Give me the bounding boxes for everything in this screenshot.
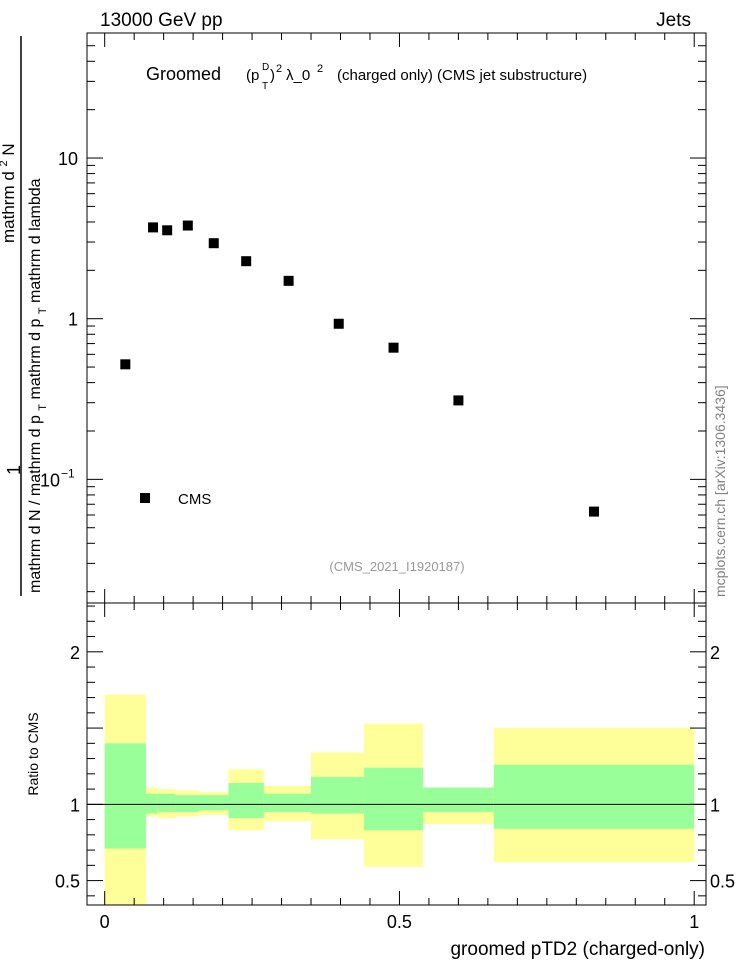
ratio-inner-band — [175, 795, 200, 812]
ylabel-num-top: mathrm d — [0, 171, 18, 243]
jets-label: Jets — [656, 10, 691, 31]
ylabel-denominator: mathrm d N / mathrm d p T mathrm d p T m… — [27, 178, 50, 593]
x-tick-label: 0 — [100, 912, 110, 932]
title-formula: (p D T ) 2 λ_0 2 — [246, 62, 323, 92]
data-point — [333, 318, 344, 329]
ylabel-den-sub2: T — [37, 307, 49, 314]
ratio-panel: 0.5 0.51 12 2 0 0.5 1 Ratio to CMS groomed pT… — [25, 602, 735, 960]
main-x-ticks — [104, 33, 695, 603]
main-y-tick-label: 10 — [40, 470, 60, 490]
ratio-inner-band — [493, 764, 695, 829]
legend-label: CMS — [178, 491, 211, 508]
ylabel-den-sub1: T — [37, 404, 49, 411]
main-y-tick-label: 10 — [58, 149, 78, 169]
ratio-y-tick-label-right: 2 — [710, 643, 720, 663]
mcplots-side-label: mcplots.cern.ch [arXiv:1306.3436] — [712, 385, 728, 597]
formula-close: ) — [270, 67, 275, 84]
main-y-label: 1 mathrm d 2 N mathrm d N / mathrm d p T… — [0, 36, 50, 596]
data-point — [208, 238, 219, 249]
x-tick-label: 0.5 — [387, 912, 412, 932]
formula-sup-2b: 2 — [317, 63, 323, 75]
title-suffix: (charged only) (CMS jet substructure) — [337, 67, 587, 84]
data-point — [453, 395, 464, 406]
data-point — [283, 275, 294, 286]
legend-marker — [140, 493, 150, 503]
ratio-inner-band — [228, 782, 264, 819]
ratio-inner-band — [157, 793, 176, 812]
ylabel-den-2: mathrm d p — [27, 415, 44, 496]
data-points — [120, 220, 599, 517]
ratio-y-ticks: 0.5 0.5 1 1 2 2 — [55, 605, 735, 897]
ratio-inner-band — [199, 795, 229, 811]
ylabel-den-1: mathrm d N — [27, 509, 44, 593]
ratio-y-tick-label-left: 1 — [70, 795, 80, 815]
data-point — [241, 256, 252, 267]
analysis-label: (CMS_2021_I1920187) — [329, 559, 464, 574]
formula-sup-d: D — [262, 62, 269, 73]
plot-title: Groomed — [146, 64, 221, 84]
data-point — [588, 506, 599, 517]
main-frame — [86, 32, 707, 604]
ratio-x-ticks: 0 0.5 1 — [100, 603, 699, 932]
data-point — [162, 225, 173, 236]
ratio-inner-band — [263, 793, 312, 812]
formula-lambda: λ_0 — [286, 67, 310, 84]
formula-open: (p — [246, 67, 259, 84]
title-prefix: Groomed — [146, 64, 221, 84]
main-y-tick-exponent: −1 — [61, 466, 75, 480]
main-y-tick-label: 1 — [68, 310, 78, 330]
ratio-y-tick-label-left: 2 — [70, 643, 80, 663]
energy-label: 13000 GeV pp — [100, 10, 223, 31]
data-point — [148, 222, 159, 233]
ylabel-num-sup: 2 — [0, 160, 10, 166]
ratio-y-tick-label-left: 0.5 — [55, 872, 80, 892]
ratio-bands — [104, 694, 695, 905]
ratio-inner-band — [364, 767, 424, 831]
ratio-y-tick-label-right: 1 — [710, 795, 720, 815]
formula-sup-2: 2 — [276, 63, 282, 75]
x-axis-label: groomed pTD2 (charged-only) — [450, 939, 705, 960]
ratio-y-tick-label-right: 0.5 — [710, 872, 735, 892]
ylabel-num-n: N — [0, 143, 18, 155]
ylabel-numerator: mathrm d 2 N — [0, 143, 18, 243]
ratio-inner-band — [423, 787, 494, 812]
ratio-y-label: Ratio to CMS — [25, 712, 41, 795]
data-point — [388, 342, 399, 353]
ratio-inner-band — [311, 776, 365, 814]
ylabel-den-sep: / — [27, 500, 44, 505]
ylabel-one: 1 — [4, 465, 24, 475]
ylabel-den-4: mathrm d lambda — [27, 178, 44, 303]
ratio-inner-band — [145, 793, 158, 814]
data-point — [120, 359, 131, 370]
ratio-inner-band — [104, 743, 146, 849]
x-tick-label: 1 — [689, 912, 699, 932]
formula-sub-t: T — [262, 81, 268, 92]
ylabel-den-3: mathrm d p — [27, 318, 44, 399]
data-point — [182, 220, 193, 231]
ratio-frame — [86, 602, 707, 906]
